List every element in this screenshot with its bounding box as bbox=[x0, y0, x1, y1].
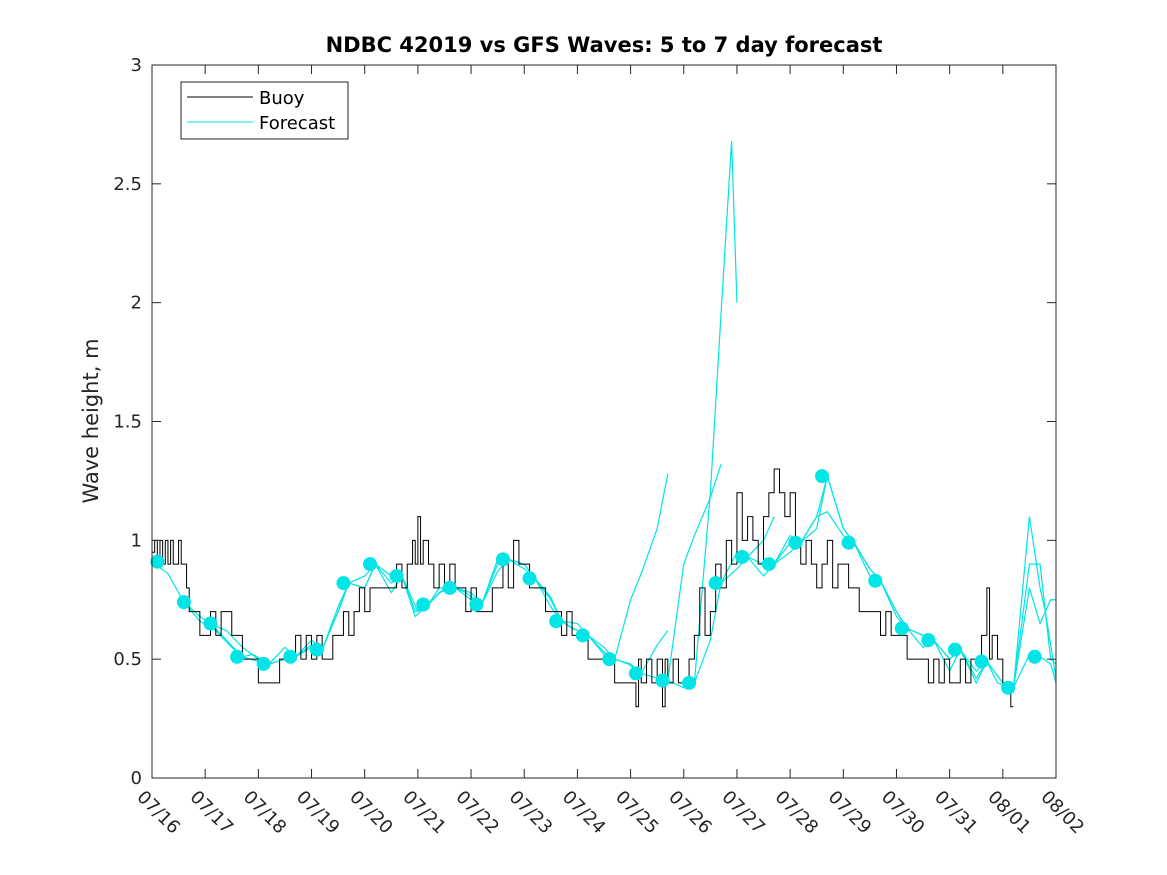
forecast-marker bbox=[921, 633, 936, 648]
forecast-marker bbox=[655, 673, 670, 688]
forecast-marker bbox=[549, 614, 564, 629]
forecast-series-line bbox=[1012, 587, 1056, 688]
y-tick-label: 2 bbox=[131, 293, 142, 314]
forecast-marker bbox=[309, 642, 324, 657]
forecast-marker bbox=[230, 649, 245, 664]
legend-label-forecast: Forecast bbox=[259, 113, 335, 134]
forecast-series-line bbox=[561, 620, 642, 674]
y-tick-label: 3 bbox=[131, 55, 142, 76]
forecast-marker bbox=[761, 557, 776, 572]
forecast-marker bbox=[150, 554, 165, 569]
legend-box bbox=[180, 81, 349, 140]
plot-area bbox=[152, 65, 1056, 778]
forecast-marker bbox=[735, 549, 750, 564]
forecast-marker bbox=[841, 535, 856, 550]
forecast-marker bbox=[256, 656, 271, 671]
forecast-marker bbox=[602, 652, 617, 667]
y-axis: 0 0.5 1 1.5 2 2.5 3 bbox=[113, 55, 1056, 789]
forecast-marker bbox=[495, 552, 510, 567]
legend: Buoy Forecast bbox=[180, 81, 349, 140]
forecast-marker bbox=[522, 571, 537, 586]
forecast-marker bbox=[788, 535, 803, 550]
forecast-marker bbox=[575, 628, 590, 643]
forecast-marker bbox=[682, 675, 697, 690]
y-tick-label: 0.5 bbox=[113, 649, 142, 670]
forecast-marker bbox=[389, 568, 404, 583]
legend-label-buoy: Buoy bbox=[259, 88, 305, 109]
y-tick-label: 2.5 bbox=[113, 174, 142, 195]
forecast-marker bbox=[868, 573, 883, 588]
forecast-marker bbox=[894, 621, 909, 636]
chart-title: NDBC 42019 vs GFS Waves: 5 to 7 day fore… bbox=[326, 33, 883, 57]
forecast-marker bbox=[974, 654, 989, 669]
forecast-marker bbox=[469, 597, 484, 612]
forecast-series-line bbox=[587, 473, 669, 661]
forecast-marker bbox=[442, 580, 457, 595]
forecast-series-line bbox=[826, 475, 908, 629]
forecast-marker bbox=[283, 649, 298, 664]
y-tick-label: 1.5 bbox=[113, 412, 142, 433]
y-axis-label: Wave height, m bbox=[79, 338, 103, 503]
forecast-marker bbox=[363, 557, 378, 572]
forecast-markers bbox=[150, 469, 1042, 695]
forecast-marker bbox=[416, 597, 431, 612]
forecast-marker bbox=[336, 576, 351, 591]
forecast-series-line bbox=[667, 141, 738, 689]
forecast-series-line bbox=[1012, 563, 1057, 688]
y-tick-label: 1 bbox=[131, 530, 142, 551]
forecast-series-line bbox=[1039, 656, 1057, 684]
forecast-marker bbox=[1001, 680, 1016, 695]
y-tick-label: 0 bbox=[131, 768, 142, 789]
forecast-marker bbox=[947, 642, 962, 657]
forecast-series-line bbox=[534, 577, 615, 660]
forecast-marker bbox=[815, 469, 830, 484]
forecast-marker bbox=[176, 595, 191, 610]
forecast-marker bbox=[1027, 649, 1042, 664]
forecast-marker bbox=[628, 666, 643, 681]
forecast-marker bbox=[203, 616, 218, 631]
forecast-marker bbox=[708, 576, 723, 591]
